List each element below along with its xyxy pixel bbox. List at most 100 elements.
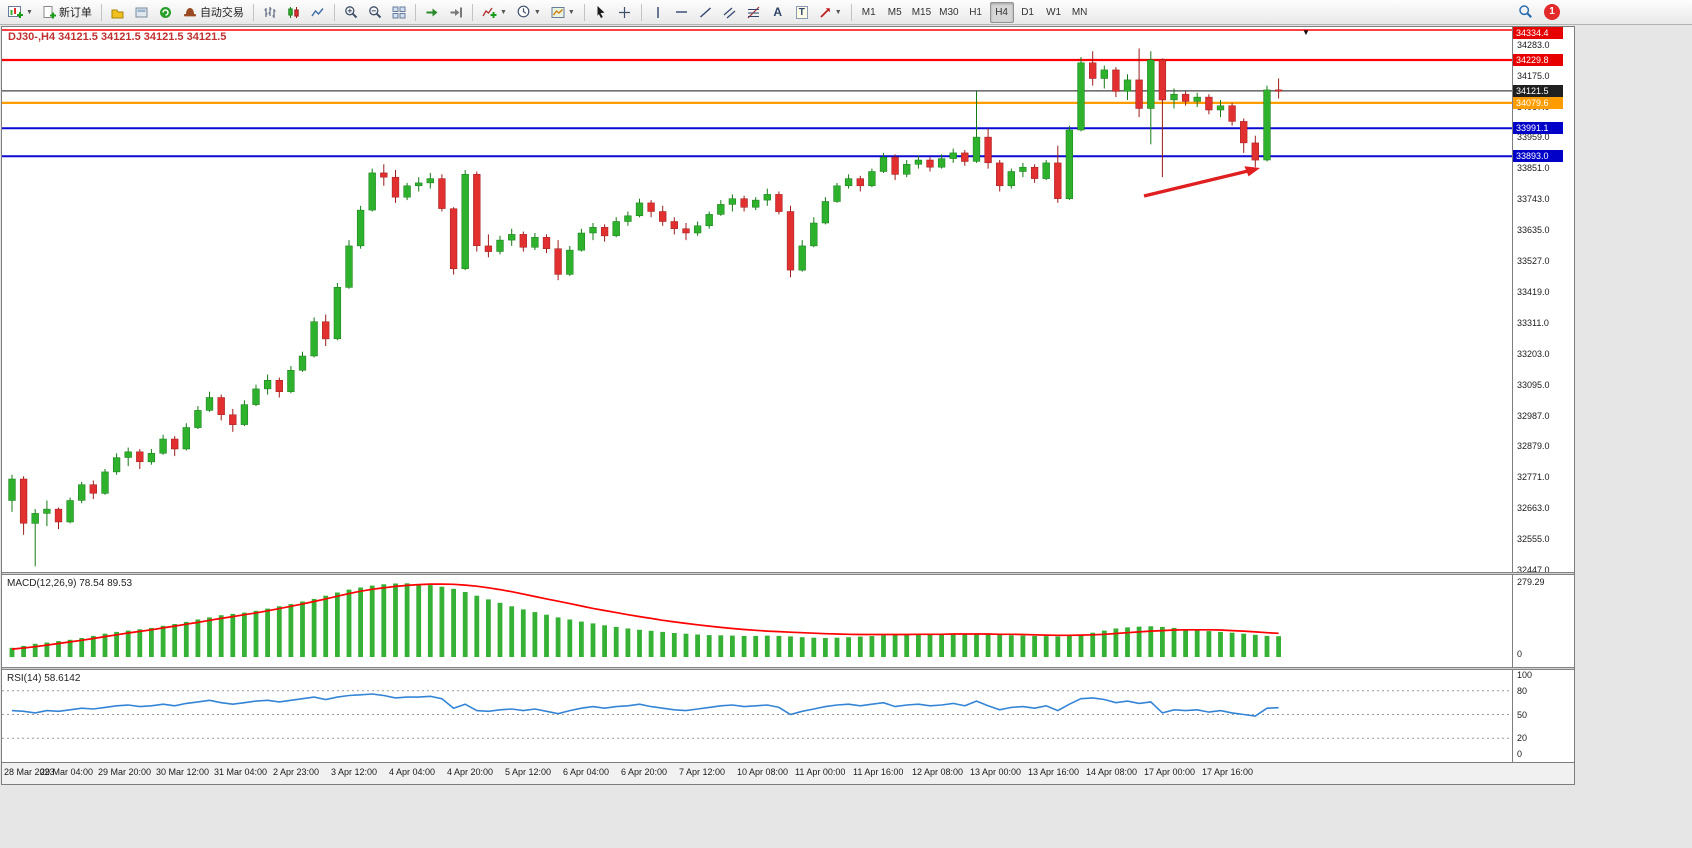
template-icon [551, 6, 565, 19]
rsi-name: RSI(14) [7, 673, 42, 684]
zoom-out-icon [368, 5, 382, 19]
macd-axis-label: 0 [1517, 649, 1523, 659]
timeframe-h1-button[interactable]: H1 [964, 2, 988, 23]
auto-scroll-icon [425, 6, 439, 19]
zoom-in-button[interactable] [340, 2, 362, 23]
arrows-button[interactable]: ▼ [815, 2, 846, 23]
hline-price-badge: 34229.8 [1513, 54, 1563, 66]
price-chart[interactable] [2, 27, 1512, 572]
macd-pane: MACD(12,26,9) 78.54 89.53 [2, 575, 1512, 667]
chevron-down-icon: ▼ [567, 8, 575, 16]
timeframe-w1-button[interactable]: W1 [1042, 2, 1066, 23]
time-axis-label: 11 Apr 00:00 [795, 767, 846, 777]
text-button[interactable]: A [767, 2, 789, 23]
rsi-pane: RSI(14) 58.6142 [2, 670, 1512, 762]
price-axis-label: 32555.0 [1517, 534, 1550, 544]
terminal-button[interactable] [131, 2, 153, 23]
tile-windows-button[interactable] [388, 2, 410, 23]
hline-price-badge: 33991.1 [1513, 122, 1563, 134]
price-axis-label: 32771.0 [1517, 472, 1550, 482]
price-axis-label: 34175.0 [1517, 71, 1550, 81]
time-axis-label: 14 Apr 08:00 [1086, 767, 1138, 777]
fibonacci-button[interactable] [743, 2, 765, 23]
toolbar-separator [333, 3, 335, 21]
zoom-out-button[interactable] [364, 2, 386, 23]
timeframe-mn-button[interactable]: MN [1068, 2, 1092, 23]
price-axis-label: 33095.0 [1517, 380, 1550, 390]
time-axis-label: 2 Apr 23:00 [273, 767, 320, 777]
new-chart-button[interactable]: ▼ [4, 2, 37, 23]
search-icon [1518, 4, 1533, 19]
time-axis-label: 4 Apr 20:00 [447, 767, 494, 777]
macd-value-signal: 89.53 [107, 578, 133, 589]
timeframe-m5-button[interactable]: M5 [883, 2, 907, 23]
strategy-tester-button[interactable] [155, 2, 177, 23]
autotrading-button[interactable]: 自动交易 [179, 2, 248, 23]
arrow-tool-icon [819, 6, 832, 19]
new-order-button[interactable]: 新订单 [39, 2, 96, 23]
timeframe-d1-button[interactable]: D1 [1016, 2, 1040, 23]
vertical-line-button[interactable] [647, 2, 669, 23]
text-icon: A [773, 5, 783, 19]
text-label-button[interactable]: T [791, 2, 813, 23]
equidistant-channel-button[interactable] [719, 2, 741, 23]
toolbar-separator [100, 3, 102, 21]
timeframe-m15-button[interactable]: M15 [909, 2, 934, 23]
toolbar-separator [850, 3, 852, 21]
chart-shift-marker-icon[interactable]: ▼ [1302, 28, 1310, 37]
indicators-icon [482, 5, 497, 19]
zoom-in-icon [344, 5, 358, 19]
time-axis-label: 31 Mar 04:00 [214, 767, 268, 777]
timeframe-h4-button[interactable]: H4 [989, 1, 1014, 23]
chart-candles-button[interactable] [283, 2, 305, 23]
bar-chart-icon [263, 6, 276, 19]
strategy-tester-icon [159, 6, 172, 19]
horizontal-line-button[interactable] [671, 2, 693, 23]
price-axis-label: 32447.0 [1517, 565, 1550, 575]
chevron-down-icon: ▼ [26, 8, 33, 16]
notification-badge[interactable]: 1 [1544, 3, 1560, 20]
time-axis-label: 13 Apr 16:00 [1028, 767, 1080, 777]
price-scale[interactable]: 34283.034175.034067.033959.033851.033743… [1512, 27, 1574, 575]
main-toolbar: ▼ 新订单 自动交易 [0, 0, 1692, 25]
templates-button[interactable]: ▼ [547, 2, 579, 23]
profiles-button[interactable] [107, 2, 129, 23]
hline-price-badge: 34334.4 [1513, 27, 1563, 39]
auto-scroll-button[interactable] [421, 2, 443, 23]
channel-icon [723, 6, 736, 19]
panel-splitter[interactable] [2, 572, 1574, 575]
toolbar-separator [414, 3, 416, 21]
price-axis-label: 33419.0 [1517, 287, 1550, 297]
price-axis-label: 33527.0 [1517, 256, 1550, 266]
toolbar-separator [252, 3, 254, 21]
time-scale[interactable]: 28 Mar 2023 29 Mar 04:00 29 Mar 20:00 30 Ma… [2, 762, 1574, 784]
chart-line-button[interactable] [307, 2, 329, 23]
search-button[interactable] [1514, 1, 1537, 22]
autotrading-icon [183, 6, 197, 19]
autotrading-label: 自动交易 [199, 7, 244, 19]
cursor-button[interactable] [590, 2, 612, 23]
rsi-axis-label: 0 [1517, 749, 1523, 759]
chart-bars-button[interactable] [259, 2, 281, 23]
tile-windows-icon [392, 6, 406, 19]
timeframe-m1-button[interactable]: M1 [857, 2, 881, 23]
chart-ohlc: 34121.5 34121.5 34121.5 34121.5 [58, 31, 227, 43]
timeframe-m30-button[interactable]: M30 [936, 2, 961, 23]
macd-scale[interactable]: 279.29 0 [1512, 575, 1574, 667]
chart-shift-icon [449, 6, 463, 19]
rsi-axis-label: 50 [1517, 710, 1528, 720]
indicators-button[interactable]: ▼ [478, 2, 511, 23]
rsi-axis-label: 100 [1517, 670, 1533, 680]
rsi-axis-label: 20 [1517, 733, 1528, 743]
rsi-scale[interactable]: 100 80 50 20 0 [1512, 670, 1574, 762]
crosshair-button[interactable] [614, 2, 636, 23]
periods-button[interactable]: ▼ [513, 2, 545, 23]
trendline-button[interactable] [695, 2, 717, 23]
chart-shift-button[interactable] [445, 2, 467, 23]
panel-splitter[interactable] [2, 667, 1574, 670]
rsi-chart[interactable] [2, 670, 1512, 762]
vertical-line-icon [652, 6, 664, 19]
current-price-badge: 34121.5 [1513, 85, 1563, 97]
macd-chart[interactable] [2, 575, 1512, 667]
